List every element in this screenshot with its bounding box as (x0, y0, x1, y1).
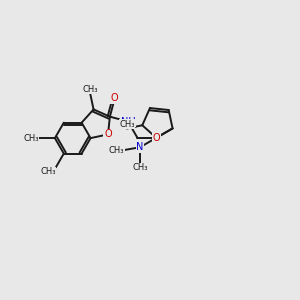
Text: CH₃: CH₃ (109, 146, 124, 154)
Text: NH: NH (121, 116, 135, 127)
Text: N: N (136, 142, 144, 152)
Text: O: O (104, 129, 112, 140)
Text: CH₃: CH₃ (82, 85, 98, 94)
Text: CH₃: CH₃ (132, 163, 148, 172)
Text: CH₃: CH₃ (23, 134, 39, 142)
Text: CH₃: CH₃ (119, 119, 134, 128)
Text: O: O (152, 133, 160, 143)
Text: O: O (111, 94, 118, 103)
Text: CH₃: CH₃ (40, 167, 56, 176)
